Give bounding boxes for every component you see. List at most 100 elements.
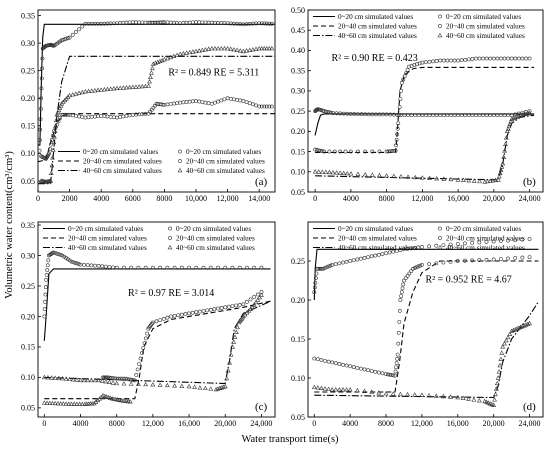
observed-point-circle bbox=[44, 273, 49, 277]
observed-point-triangle bbox=[261, 45, 267, 51]
observed-point-circle bbox=[143, 336, 148, 341]
observed-point-circle bbox=[380, 252, 385, 256]
observed-point-circle bbox=[38, 148, 42, 153]
observed-point-circle bbox=[66, 112, 70, 117]
observed-point-circle bbox=[55, 251, 59, 256]
observed-point-circle bbox=[58, 116, 63, 120]
observed-point-triangle bbox=[184, 50, 189, 55]
observed-point-triangle bbox=[92, 88, 98, 93]
observed-point-circle bbox=[427, 113, 432, 118]
observed-point-triangle bbox=[130, 84, 136, 89]
observed-point-triangle bbox=[120, 85, 126, 90]
legend-label: 20~40 cm simulated values bbox=[68, 235, 147, 243]
observed-point-circle bbox=[506, 256, 510, 261]
observed-point-circle bbox=[235, 97, 239, 102]
observed-point-circle bbox=[200, 20, 205, 25]
observed-point-triangle bbox=[511, 115, 516, 121]
observed-point-triangle bbox=[58, 103, 64, 108]
observed-point-triangle bbox=[73, 91, 79, 96]
observed-point-triangle bbox=[362, 388, 367, 393]
observed-point-circle bbox=[470, 258, 475, 263]
observed-point-circle bbox=[466, 57, 471, 62]
observed-point-circle bbox=[413, 113, 418, 118]
observed-point-triangle bbox=[192, 384, 197, 389]
observed-point-circle bbox=[488, 56, 493, 61]
observed-point-circle bbox=[315, 357, 320, 362]
observed-point-circle bbox=[122, 265, 126, 270]
observed-point-circle bbox=[206, 101, 211, 106]
observed-point-circle bbox=[50, 251, 55, 255]
observed-point-circle bbox=[225, 96, 230, 101]
y-tick-label: 0.40 bbox=[291, 46, 305, 55]
series-line-dashdot bbox=[38, 55, 275, 185]
observed-point-circle bbox=[58, 253, 63, 257]
observed-point-triangle bbox=[180, 50, 186, 56]
y-tick-label: 0.35 bbox=[21, 221, 35, 230]
observed-point-circle bbox=[143, 20, 148, 25]
observed-point-circle bbox=[387, 372, 392, 377]
observed-point-circle bbox=[470, 57, 475, 61]
observed-point-circle bbox=[396, 121, 401, 126]
observed-point-circle bbox=[330, 360, 335, 365]
observed-point-circle bbox=[322, 149, 326, 154]
observed-point-triangle bbox=[95, 87, 101, 93]
observed-point-triangle bbox=[497, 362, 503, 368]
x-tick-label: 20,000 bbox=[483, 419, 505, 428]
observed-point-circle bbox=[474, 113, 478, 118]
observed-point-circle bbox=[431, 59, 435, 64]
observed-point-circle bbox=[477, 56, 482, 61]
observed-point-circle bbox=[334, 111, 339, 116]
observed-point-circle bbox=[352, 112, 357, 116]
observed-point-triangle bbox=[344, 387, 349, 392]
observed-point-circle bbox=[399, 113, 403, 117]
observed-point-triangle bbox=[51, 139, 57, 145]
observed-point-triangle bbox=[527, 320, 532, 326]
observed-point-circle bbox=[355, 257, 360, 262]
observed-point-circle bbox=[359, 256, 363, 261]
observed-point-circle bbox=[269, 104, 274, 109]
observed-point-circle bbox=[348, 149, 353, 154]
observed-point-circle bbox=[115, 115, 119, 120]
observed-point-circle bbox=[412, 63, 417, 67]
observed-point-circle bbox=[216, 265, 220, 270]
observed-point-triangle bbox=[476, 398, 482, 403]
observed-point-triangle bbox=[143, 83, 148, 89]
observed-point-triangle bbox=[41, 400, 47, 405]
observed-point-circle bbox=[137, 362, 142, 366]
series-line-dashdot bbox=[314, 301, 539, 399]
observed-point-circle bbox=[369, 254, 374, 259]
x-axis-label: Water transport time(s) bbox=[241, 434, 339, 445]
observed-point-circle bbox=[359, 112, 364, 117]
observed-point-circle bbox=[314, 271, 319, 276]
observed-point-triangle bbox=[79, 401, 85, 406]
observed-point-triangle bbox=[412, 174, 418, 180]
observed-point-triangle bbox=[187, 49, 193, 55]
observed-point-triangle bbox=[225, 45, 231, 51]
observed-point-triangle bbox=[319, 385, 324, 390]
observed-point-circle bbox=[323, 266, 327, 270]
series-line-solid bbox=[43, 268, 271, 341]
observed-point-circle bbox=[134, 373, 139, 377]
observed-point-circle bbox=[456, 113, 461, 118]
observed-point-circle bbox=[313, 280, 318, 285]
legend-marker-circle bbox=[438, 226, 442, 231]
observed-point-triangle bbox=[316, 169, 322, 174]
y-axis-label: Volumetric water content(cm³/cm³) bbox=[4, 151, 15, 299]
observed-point-triangle bbox=[376, 390, 382, 395]
observed-point-circle bbox=[362, 367, 367, 372]
observed-point-circle bbox=[409, 113, 414, 118]
observed-point-triangle bbox=[384, 173, 390, 178]
y-tick-label: 0.05 bbox=[291, 188, 305, 197]
observed-point-circle bbox=[396, 330, 401, 335]
observed-point-triangle bbox=[518, 324, 523, 329]
observed-point-triangle bbox=[512, 114, 518, 120]
x-tick-label: 0 bbox=[313, 194, 317, 203]
observed-point-circle bbox=[329, 110, 334, 115]
observed-point-triangle bbox=[149, 65, 155, 71]
observed-point-triangle bbox=[149, 70, 154, 75]
observed-point-triangle bbox=[499, 164, 505, 169]
observed-point-circle bbox=[120, 376, 125, 381]
observed-point-circle bbox=[71, 260, 76, 265]
observed-point-triangle bbox=[221, 384, 226, 389]
legend-label: 40~60 cm simulated values bbox=[186, 167, 265, 175]
